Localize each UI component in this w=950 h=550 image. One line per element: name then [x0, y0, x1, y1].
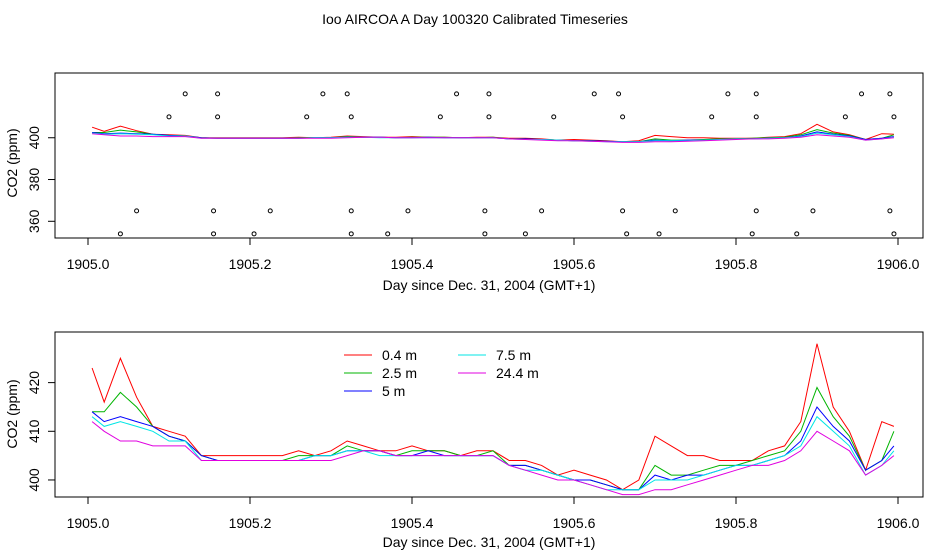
- top-marker: [486, 91, 492, 97]
- bottom-x-tick-label: 1906.0: [877, 515, 920, 531]
- top-x-tick-label: 1905.6: [553, 256, 596, 272]
- top-marker: [134, 208, 140, 214]
- top-y-tick-label: 400: [26, 126, 42, 150]
- bottom-series-group: [91, 343, 895, 496]
- bottom-y-axis-label: CO2 (ppm): [4, 379, 20, 448]
- bottom-series-7-5-m: [91, 415, 895, 491]
- top-marker: [320, 91, 326, 97]
- top-marker: [709, 114, 715, 120]
- top-marker-group: [117, 91, 897, 237]
- top-marker: [251, 231, 257, 237]
- top-marker: [620, 208, 626, 214]
- top-marker: [624, 231, 630, 237]
- bottom-x-axis: 1905.0 1905.2 1905.4 1905.6 1905.8 1906.0: [67, 497, 920, 531]
- bottom-plot-frame: [54, 331, 924, 498]
- top-marker: [385, 231, 391, 237]
- top-marker: [753, 208, 759, 214]
- legend-label-2-5-m: 2.5 m: [382, 365, 417, 381]
- top-series-2-5-m: [92, 129, 895, 143]
- top-y-tick-label: 360: [26, 209, 42, 233]
- bottom-y-tick-label: 410: [26, 419, 42, 443]
- top-marker: [166, 114, 172, 120]
- top-y-axis: 360 380 400: [26, 126, 55, 233]
- bottom-y-tick-label: 420: [26, 371, 42, 395]
- bottom-series-0-4-m: [91, 343, 895, 491]
- top-marker: [794, 231, 800, 237]
- top-marker: [182, 91, 188, 97]
- top-marker: [348, 208, 354, 214]
- bottom-series-2-5-m: [92, 386, 895, 491]
- bottom-x-tick-label: 1905.4: [391, 515, 434, 531]
- top-marker: [405, 208, 411, 214]
- top-marker: [215, 114, 221, 120]
- top-x-tick-label: 1905.2: [229, 256, 272, 272]
- top-marker: [215, 91, 221, 97]
- top-x-axis: 1905.0 1905.2 1905.4 1905.6 1905.8 1906.0: [67, 238, 920, 272]
- legend-label-24-4-m: 24.4 m: [496, 365, 539, 381]
- top-marker: [304, 114, 310, 120]
- top-x-axis-label: Day since Dec. 31, 2004 (GMT+1): [383, 277, 596, 293]
- top-x-tick-label: 1906.0: [877, 256, 920, 272]
- legend-label-0-4-m: 0.4 m: [382, 347, 417, 363]
- bottom-x-axis-label: Day since Dec. 31, 2004 (GMT+1): [383, 534, 596, 550]
- top-marker: [591, 91, 597, 97]
- top-marker: [753, 114, 759, 120]
- top-marker: [454, 91, 460, 97]
- bottom-y-tick-label: 400: [26, 468, 42, 492]
- top-marker: [211, 208, 217, 214]
- top-marker: [887, 208, 893, 214]
- top-marker: [522, 231, 528, 237]
- top-marker: [348, 231, 354, 237]
- top-marker: [551, 114, 557, 120]
- top-x-tick-label: 1905.8: [715, 256, 758, 272]
- top-marker: [620, 114, 626, 120]
- bottom-x-tick-label: 1905.6: [553, 515, 596, 531]
- top-marker: [117, 231, 123, 237]
- bottom-series-5-m: [91, 406, 895, 491]
- top-marker: [842, 114, 848, 120]
- top-marker: [437, 114, 443, 120]
- top-marker: [267, 208, 273, 214]
- top-y-tick-label: 380: [26, 168, 42, 192]
- top-panel: 1905.0 1905.2 1905.4 1905.6 1905.8 1906.0 360…: [4, 72, 924, 293]
- bottom-x-tick-label: 1905.0: [67, 515, 110, 531]
- top-marker: [859, 91, 865, 97]
- top-series-24-4-m: [92, 133, 894, 143]
- bottom-y-axis: 400 410 420: [26, 371, 55, 492]
- top-marker: [616, 91, 622, 97]
- top-marker: [539, 208, 545, 214]
- bottom-panel: 1905.0 1905.2 1905.4 1905.6 1905.8 1906.0 400…: [4, 331, 924, 550]
- top-marker: [211, 231, 217, 237]
- legend: 0.4 m 2.5 m 5 m 7.5 m 24.4 m: [344, 347, 539, 399]
- legend-label-5-m: 5 m: [382, 383, 405, 399]
- top-marker: [810, 208, 816, 214]
- top-marker: [344, 91, 350, 97]
- bottom-x-tick-label: 1905.8: [715, 515, 758, 531]
- top-marker: [749, 231, 755, 237]
- top-y-axis-label: CO2 (ppm): [4, 128, 20, 197]
- top-marker: [891, 231, 897, 237]
- top-marker: [725, 91, 731, 97]
- bottom-series-24-4-m: [91, 421, 895, 496]
- top-marker: [348, 114, 354, 120]
- top-x-tick-label: 1905.0: [67, 256, 110, 272]
- top-marker: [887, 91, 893, 97]
- top-marker: [753, 91, 759, 97]
- top-marker: [482, 208, 488, 214]
- top-marker: [891, 114, 897, 120]
- chart-title: Ioo AIRCOA A Day 100320 Calibrated Times…: [322, 11, 628, 27]
- bottom-x-tick-label: 1905.2: [229, 515, 272, 531]
- top-plot-frame: [54, 72, 924, 239]
- top-marker: [482, 231, 488, 237]
- top-marker: [656, 231, 662, 237]
- top-marker: [486, 114, 492, 120]
- legend-label-7-5-m: 7.5 m: [496, 347, 531, 363]
- top-series-group: [91, 123, 895, 143]
- top-marker: [672, 208, 678, 214]
- top-x-tick-label: 1905.4: [391, 256, 434, 272]
